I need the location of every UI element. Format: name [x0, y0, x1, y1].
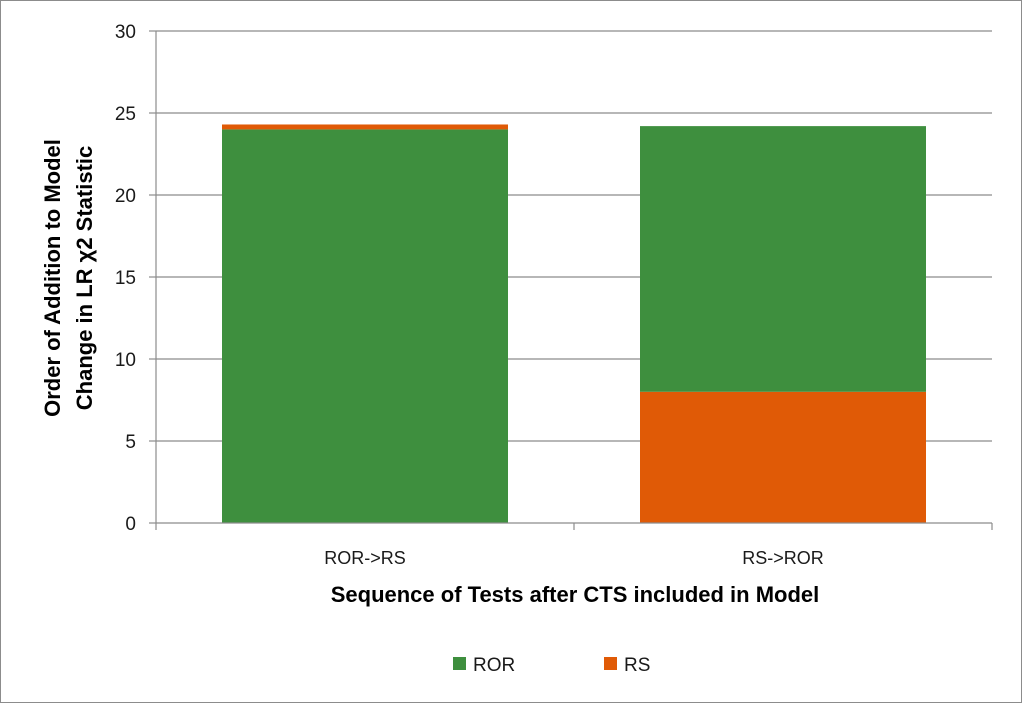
y-tick-label: 0	[125, 514, 136, 535]
axes	[155, 31, 993, 530]
bar-rs-2	[640, 391, 926, 523]
y-tick-label: 30	[115, 22, 136, 43]
y-tick-label: 5	[125, 432, 136, 453]
x-category-label: RS->ROR	[742, 548, 824, 568]
y-tick-label: 20	[115, 186, 136, 207]
x-category-labels: ROR->RS RS->ROR	[324, 548, 824, 568]
y-axis-title-line-2: Change in LR χ2 Statistic	[72, 146, 97, 410]
bar-ror-2	[640, 126, 926, 392]
y-axis-title: Order of Addition to Model Change in LR …	[40, 139, 97, 417]
x-category-label: ROR->RS	[324, 548, 406, 568]
legend-swatch-ror	[453, 657, 466, 670]
legend-label-ror: ROR	[473, 655, 515, 676]
y-tick-labels: 0 5 10 15 20 25 30	[115, 22, 136, 535]
y-tick-label: 15	[115, 268, 136, 289]
y-axis-title-line-1: Order of Addition to Model	[40, 139, 65, 417]
y-tick-label: 25	[115, 104, 136, 125]
legend-swatch-rs	[604, 657, 617, 670]
bar-ror-1	[222, 129, 508, 523]
y-tick-label: 10	[115, 350, 136, 371]
bars	[222, 124, 926, 523]
x-axis-title: Sequence of Tests after CTS included in …	[331, 582, 820, 607]
legend: ROR RS	[453, 655, 650, 676]
legend-label-rs: RS	[624, 655, 650, 676]
bar-rs-1	[222, 124, 508, 130]
